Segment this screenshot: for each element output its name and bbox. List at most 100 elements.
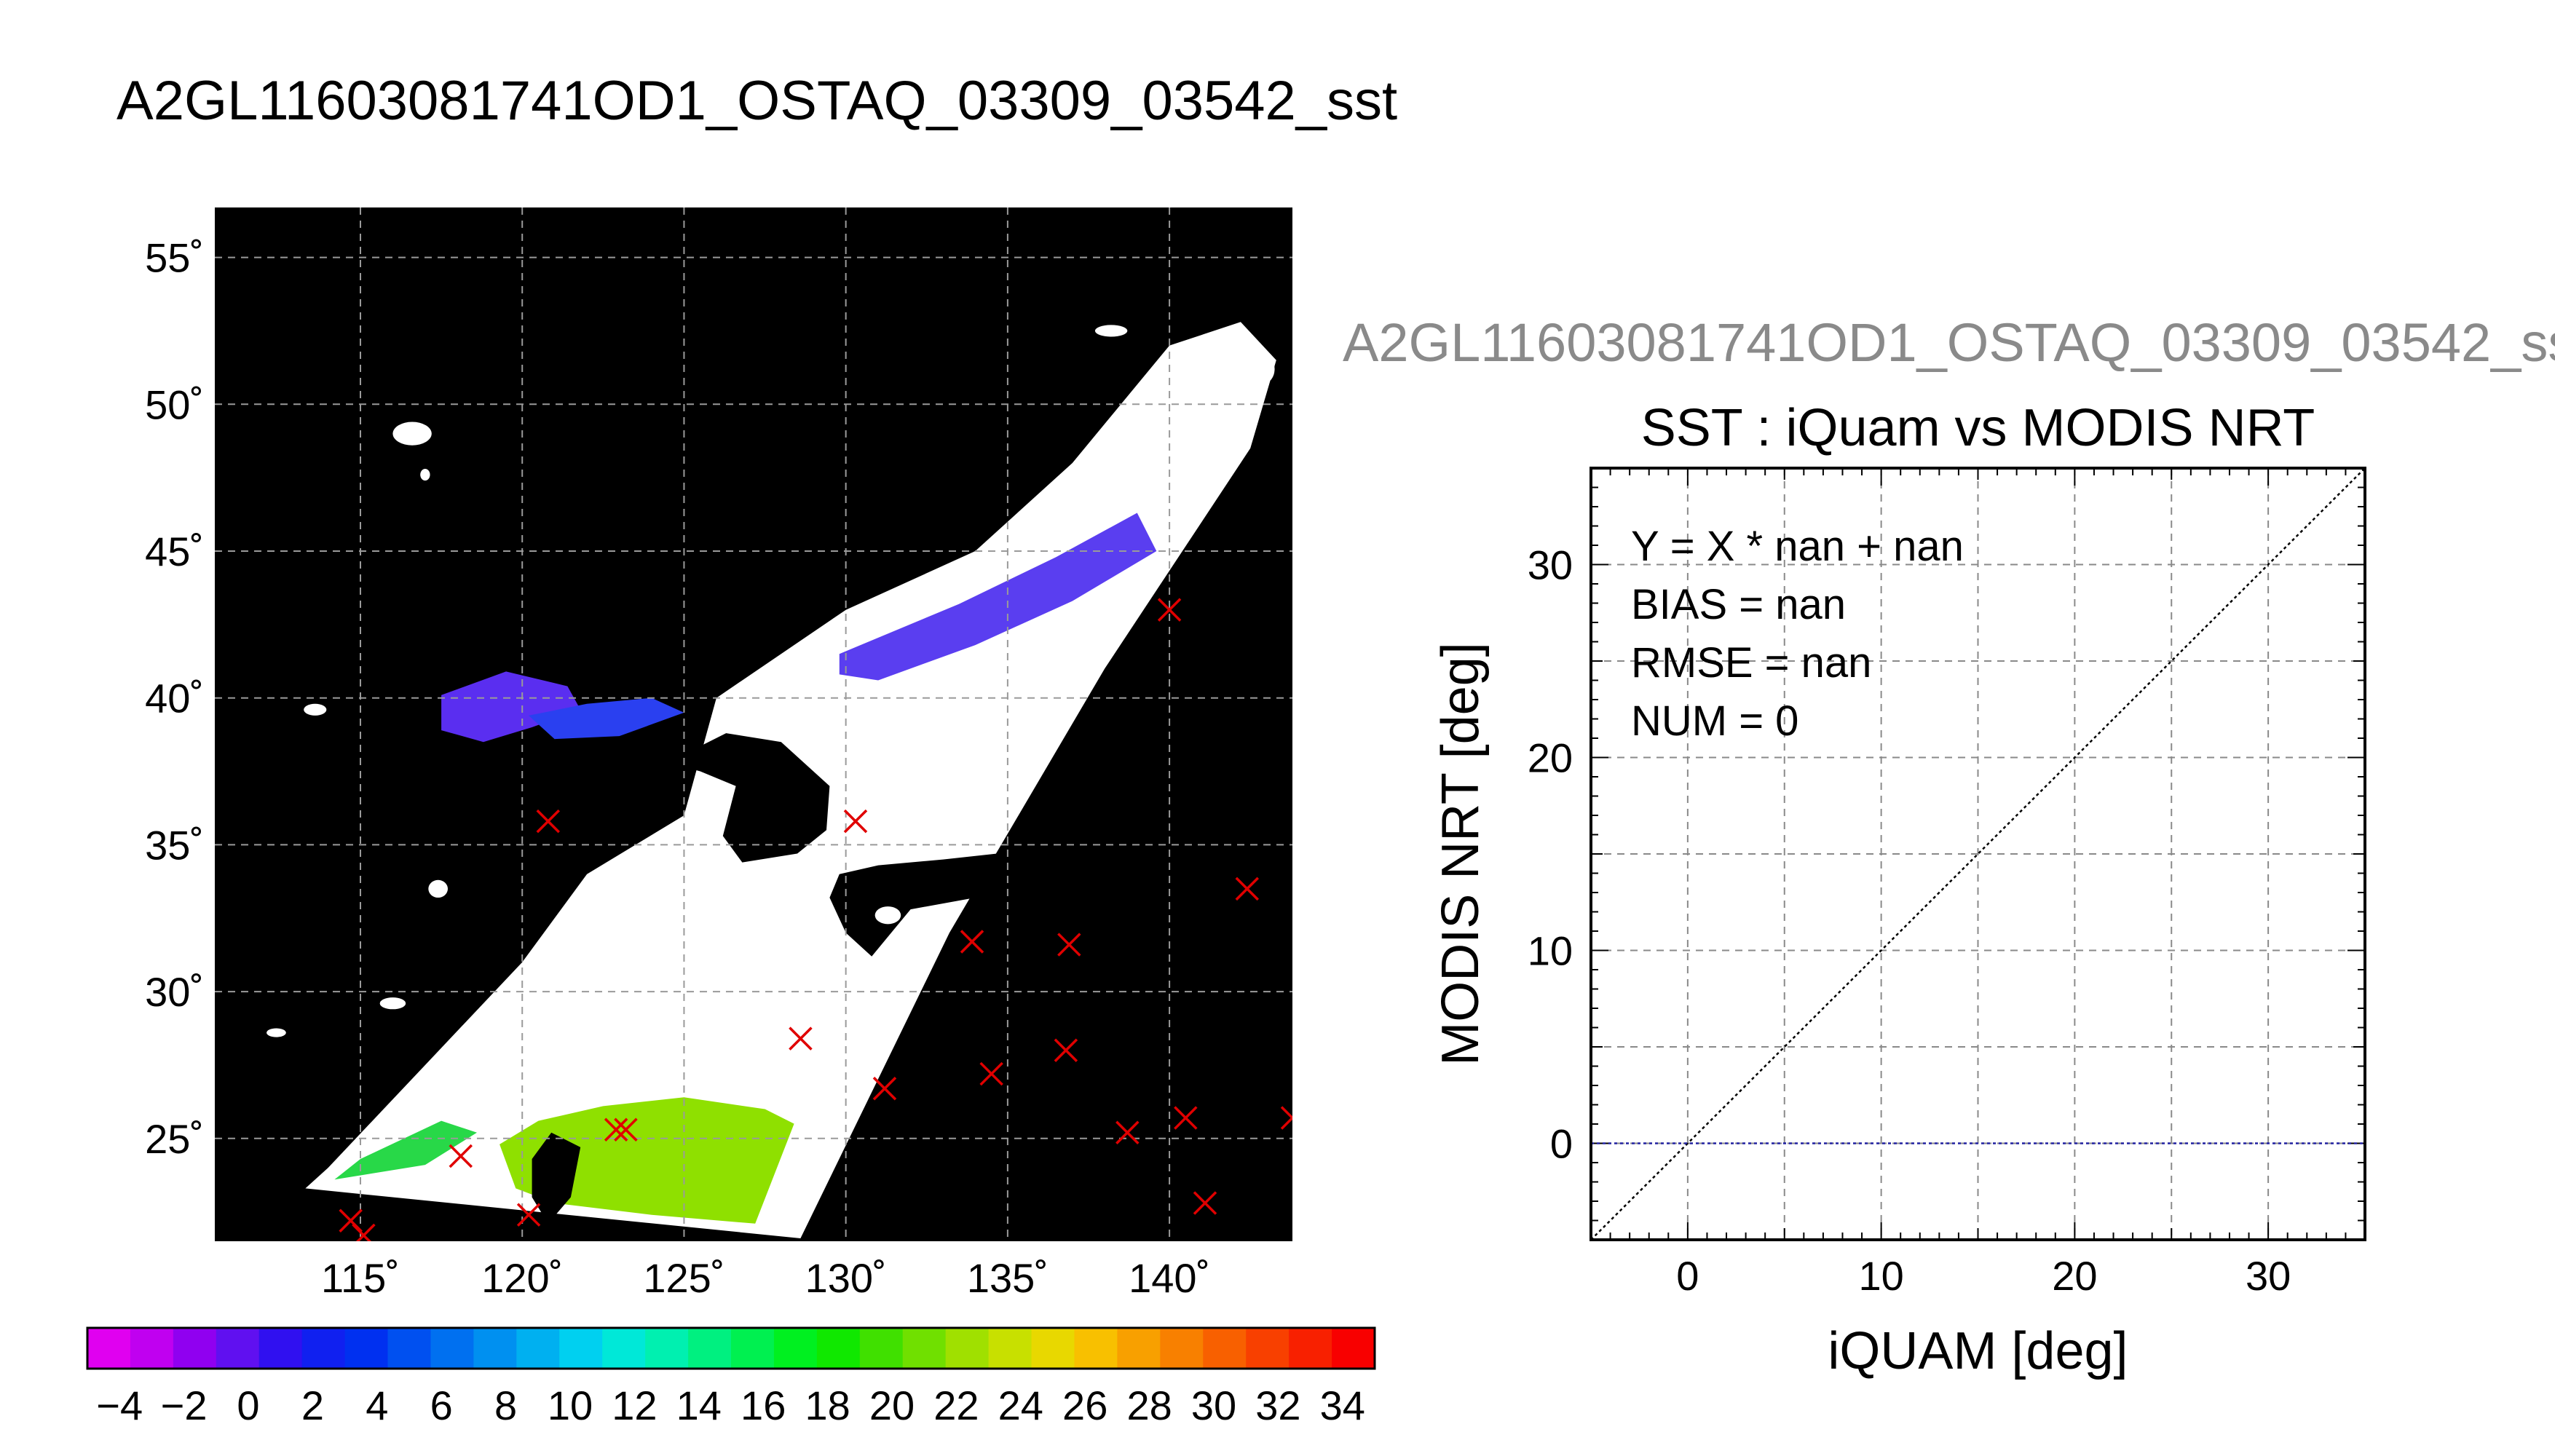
colorbar-segment [301,1328,346,1369]
colorbar-segment [216,1328,260,1369]
map-lon-tick-label: 125˚ [643,1255,724,1301]
iquam-point-marker [1115,1120,1140,1144]
colorbar-tick-label: 34 [1320,1382,1365,1428]
map-lat-tick-label: 30˚ [145,969,204,1015]
map-lon-tick-label: 140˚ [1129,1255,1210,1301]
colorbar-segment [731,1328,775,1369]
iquam-point-marker [1054,1038,1078,1063]
colorbar-tick-label: 24 [998,1382,1043,1428]
scatter-y-tick-label: 20 [1528,735,1573,781]
colorbar-segment [1160,1328,1204,1369]
map-lat-tick-label: 55˚ [145,235,204,281]
scatter-subtitle: A2GL11603081741OD1_OSTAQ_03309_03542_sst [1343,312,2555,373]
colorbar-segment [1289,1328,1332,1369]
colorbar-segment [773,1328,818,1369]
one-to-one-line [1590,467,2366,1241]
iquam-point-marker [1280,1106,1292,1130]
iquam-point-marker [979,1061,1003,1086]
colorbar-segment [387,1328,431,1369]
sst-patch-bohai-east [529,697,684,740]
map-lat-tick-label: 40˚ [145,676,204,721]
scatter-y-tick-label: 0 [1550,1121,1573,1167]
iquam-point-marker [960,930,984,954]
map-lat-tick-label: 35˚ [145,822,204,868]
map-lat-tick-label: 50˚ [145,381,204,427]
scatter-x-tick-label: 30 [2246,1253,2291,1299]
colorbar-segment [430,1328,474,1369]
scatter-stat-annotation: BIAS = nan [1631,581,1846,628]
colorbar-segment [1074,1328,1118,1369]
colorbar-segment [645,1328,689,1369]
scatter-stat-annotation: Y = X * nan + nan [1631,523,1964,570]
colorbar-segment [688,1328,732,1369]
colorbar-tick-label: 16 [741,1382,786,1428]
scatter-x-tick-label: 10 [1858,1253,1903,1299]
map-layer [215,207,1292,1241]
colorbar-tick-label: 28 [1126,1382,1172,1428]
colorbar-tick-label: 10 [548,1382,593,1428]
scatter-y-axis-label: MODIS NRT [deg] [1431,642,1490,1066]
iquam-point-marker [789,1026,813,1051]
colorbar-tick-label: 0 [237,1382,259,1428]
colorbar-segment [945,1328,990,1369]
colorbar-tick-label: 18 [805,1382,850,1428]
korea-land [668,733,830,863]
cloud-speck [304,703,327,716]
map-lon-tick-label: 115˚ [321,1255,400,1301]
colorbar-segment [902,1328,947,1369]
scatter-y-tick-label: 10 [1528,928,1573,974]
scatter-title: SST : iQuam vs MODIS NRT [1641,399,2315,457]
iquam-point-marker [1174,1106,1198,1130]
colorbar-tick-label: 12 [612,1382,657,1428]
map-lon-tick-label: 130˚ [805,1255,887,1301]
scatter-stat-annotation: NUM = 0 [1631,697,1798,745]
colorbar-segment [173,1328,217,1369]
colorbar-tick-label: 6 [430,1382,453,1428]
colorbar-segment [1332,1328,1375,1369]
colorbar-segment [87,1328,131,1369]
map-lon-tick-label: 135˚ [967,1255,1049,1301]
taiwan-land [532,1132,581,1224]
scatter-frame [1590,467,2366,1241]
colorbar-segment [258,1328,303,1369]
colorbar-segment [602,1328,646,1369]
iquam-point-marker [843,809,868,834]
sst-patch-south [499,1097,794,1224]
colorbar-frame [86,1326,1376,1370]
colorbar-tick-label: 32 [1255,1382,1300,1428]
iquam-point-marker [872,1076,897,1101]
iquam-point-marker [449,1144,473,1168]
colorbar-segment [816,1328,861,1369]
sst-patch-japan-sea [839,513,1157,681]
colorbar-tick-label: 20 [869,1382,915,1428]
colorbar-segment [1203,1328,1247,1369]
sst-patch-bohai [441,671,581,743]
colorbar-segment [1117,1328,1161,1369]
map-lon-tick-label: 120˚ [481,1255,563,1301]
colorbar-tick-label: 30 [1191,1382,1236,1428]
iquam-point-marker [352,1223,376,1241]
colorbar-segment [859,1328,904,1369]
iquam-point-marker [1235,877,1260,901]
cloud-speck [1252,354,1275,384]
colorbar-tick-label: 4 [366,1382,388,1428]
sst-patch-southwest [334,1120,477,1180]
cloud-speck [379,997,406,1010]
cloud-speck [1094,325,1128,337]
colorbar-tick-label: 8 [494,1382,517,1428]
scatter-y-tick-label: 30 [1528,542,1573,588]
colorbar-segment [1246,1328,1290,1369]
cloud-speck [420,469,430,481]
cloud-speck [874,906,901,925]
cloud-speck [428,879,449,898]
scatter-x-tick-label: 20 [2052,1253,2097,1299]
colorbar-tick-label: −4 [96,1382,143,1428]
colorbar-segment [559,1328,603,1369]
iquam-point-marker [536,809,561,834]
map-lat-tick-label: 45˚ [145,529,204,574]
iquam-point-marker [1157,598,1182,622]
colorbar-tick-label: 26 [1062,1382,1107,1428]
scatter-x-axis-label: iQUAM [deg] [1828,1322,2128,1380]
